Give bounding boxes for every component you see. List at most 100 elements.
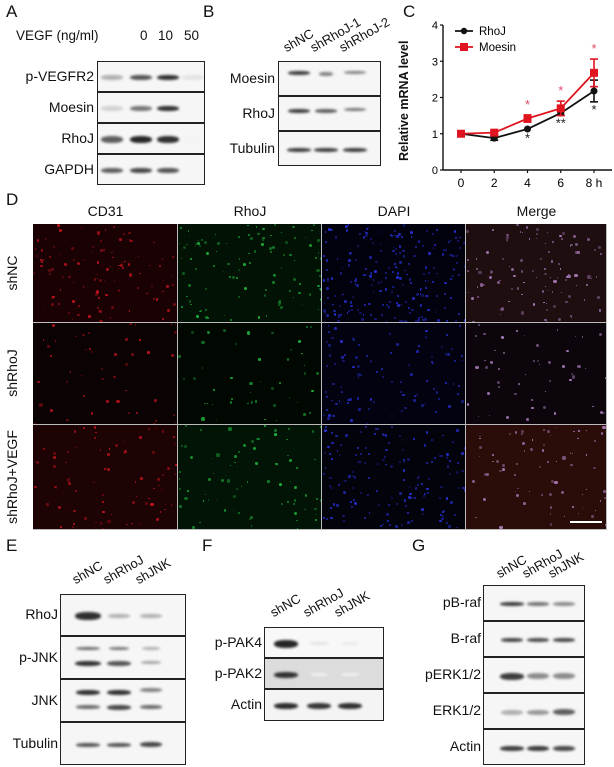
protein-band [288, 71, 310, 75]
protein-band [75, 612, 101, 620]
micrograph-merge-shrhoj-vegf [466, 425, 607, 530]
scale-bar [570, 520, 602, 523]
blot-strip-actin [264, 689, 384, 721]
protein-band [107, 661, 131, 666]
blot-strip-p-pak2 [264, 658, 384, 689]
protein-band [107, 742, 131, 747]
protein-band [553, 745, 575, 751]
protein-band [109, 647, 129, 650]
micrograph-rhoj-shnc [178, 224, 322, 323]
x-tick-label: 6 [557, 176, 564, 190]
panel-c-letter: C [403, 2, 416, 21]
protein-band [157, 136, 179, 143]
blot-strip-pb-raf [483, 585, 585, 621]
protein-band [342, 642, 358, 645]
protein-band [142, 647, 160, 650]
protein-band [343, 147, 367, 152]
micrograph-merge-shnc [466, 224, 607, 323]
protein-band [527, 745, 549, 751]
protein-band [182, 136, 204, 143]
protein-band [553, 709, 575, 715]
micrograph-row-label: shNC [4, 255, 20, 291]
micrograph-column-title: DAPI [377, 203, 411, 219]
micrograph-column-title: Merge [516, 203, 557, 219]
protein-band [553, 602, 575, 606]
blot-row-label: Moesin [48, 98, 94, 115]
protein-band [553, 638, 575, 642]
y-tick-label: 1 [432, 129, 438, 141]
protein-band [140, 742, 162, 747]
protein-band [157, 106, 179, 111]
micrograph-rhoj-shrhoj [178, 323, 322, 425]
legend-label-rhoj: RhoJ [479, 26, 506, 38]
blot-row-label: RhoJ [242, 104, 275, 121]
significance-asterisk: * [525, 130, 530, 145]
significance-asterisk: * [591, 102, 596, 117]
data-point-square [523, 114, 532, 123]
micrograph-merge-shrhoj [466, 323, 607, 425]
blot-strip-actin [483, 729, 585, 765]
micrograph-column-title: RhoJ [233, 203, 267, 219]
protein-band [130, 168, 152, 173]
blot-strip-p-jnk [60, 636, 186, 679]
protein-band [130, 136, 152, 143]
protein-band [76, 647, 100, 650]
protein-band [75, 661, 101, 666]
protein-band [140, 614, 162, 618]
data-point-circle [590, 87, 598, 95]
protein-band [309, 642, 329, 645]
blot-strip-p-pak4 [264, 627, 384, 658]
chart-y-axis-label: Relative mRNA level [397, 40, 411, 161]
y-tick-label: 0 [432, 165, 438, 177]
protein-band [108, 614, 130, 618]
y-tick-label: 2 [432, 93, 438, 105]
lane-label: shNC [267, 590, 304, 620]
panel-d-letter: D [6, 190, 19, 209]
protein-band [157, 168, 179, 173]
blot-strip-moesin [278, 61, 381, 96]
protein-band [107, 690, 131, 695]
y-tick-label: 3 [432, 56, 438, 68]
protein-band [101, 168, 123, 173]
blot-strip-b-raf [483, 621, 585, 657]
protein-band [140, 705, 162, 709]
protein-band [101, 75, 123, 80]
protein-band [274, 703, 298, 709]
blot-row-label: p-JNK [19, 648, 58, 665]
data-point-square [590, 68, 598, 77]
significance-asterisk: * [591, 41, 596, 56]
legend-label-moesin: Moesin [479, 42, 516, 54]
micrograph-cd31-shnc [33, 224, 178, 323]
protein-band [338, 703, 362, 709]
blot-row-label: pERK1/2 [424, 666, 481, 682]
protein-band [501, 709, 523, 715]
panel-b-letter: B [203, 2, 215, 21]
data-point-square [457, 129, 465, 138]
blot-row-label: Moesin [229, 69, 275, 86]
significance-asterisk: ** [556, 115, 566, 130]
x-tick-label: 2 [491, 176, 498, 190]
protein-band [314, 147, 338, 152]
blot-strip-tubulin [60, 722, 186, 765]
protein-band [274, 671, 298, 678]
blot-strip-jnk [60, 679, 186, 722]
micrograph-row-label: shRhoJ [4, 349, 20, 397]
panel-f-letter: F [202, 536, 213, 555]
protein-band [287, 147, 311, 152]
data-point-circle [524, 125, 531, 133]
protein-band [130, 106, 152, 111]
blot-row-label: Tubulin [12, 734, 58, 751]
x-tick-label: 8 h [586, 176, 603, 190]
micrograph-dapi-shrhoj [322, 323, 466, 425]
protein-band [500, 745, 524, 751]
protein-band [76, 690, 100, 695]
y-tick-label: 4 [432, 20, 438, 32]
protein-band [140, 688, 162, 692]
protein-band [553, 673, 575, 679]
micrograph-dapi-shnc [322, 224, 466, 323]
protein-band [101, 136, 123, 143]
blot-row-label: ERK1/2 [432, 702, 481, 718]
protein-band [130, 75, 152, 80]
significance-asterisk: * [525, 97, 530, 112]
blot-row-label: p-PAK2 [214, 664, 262, 681]
